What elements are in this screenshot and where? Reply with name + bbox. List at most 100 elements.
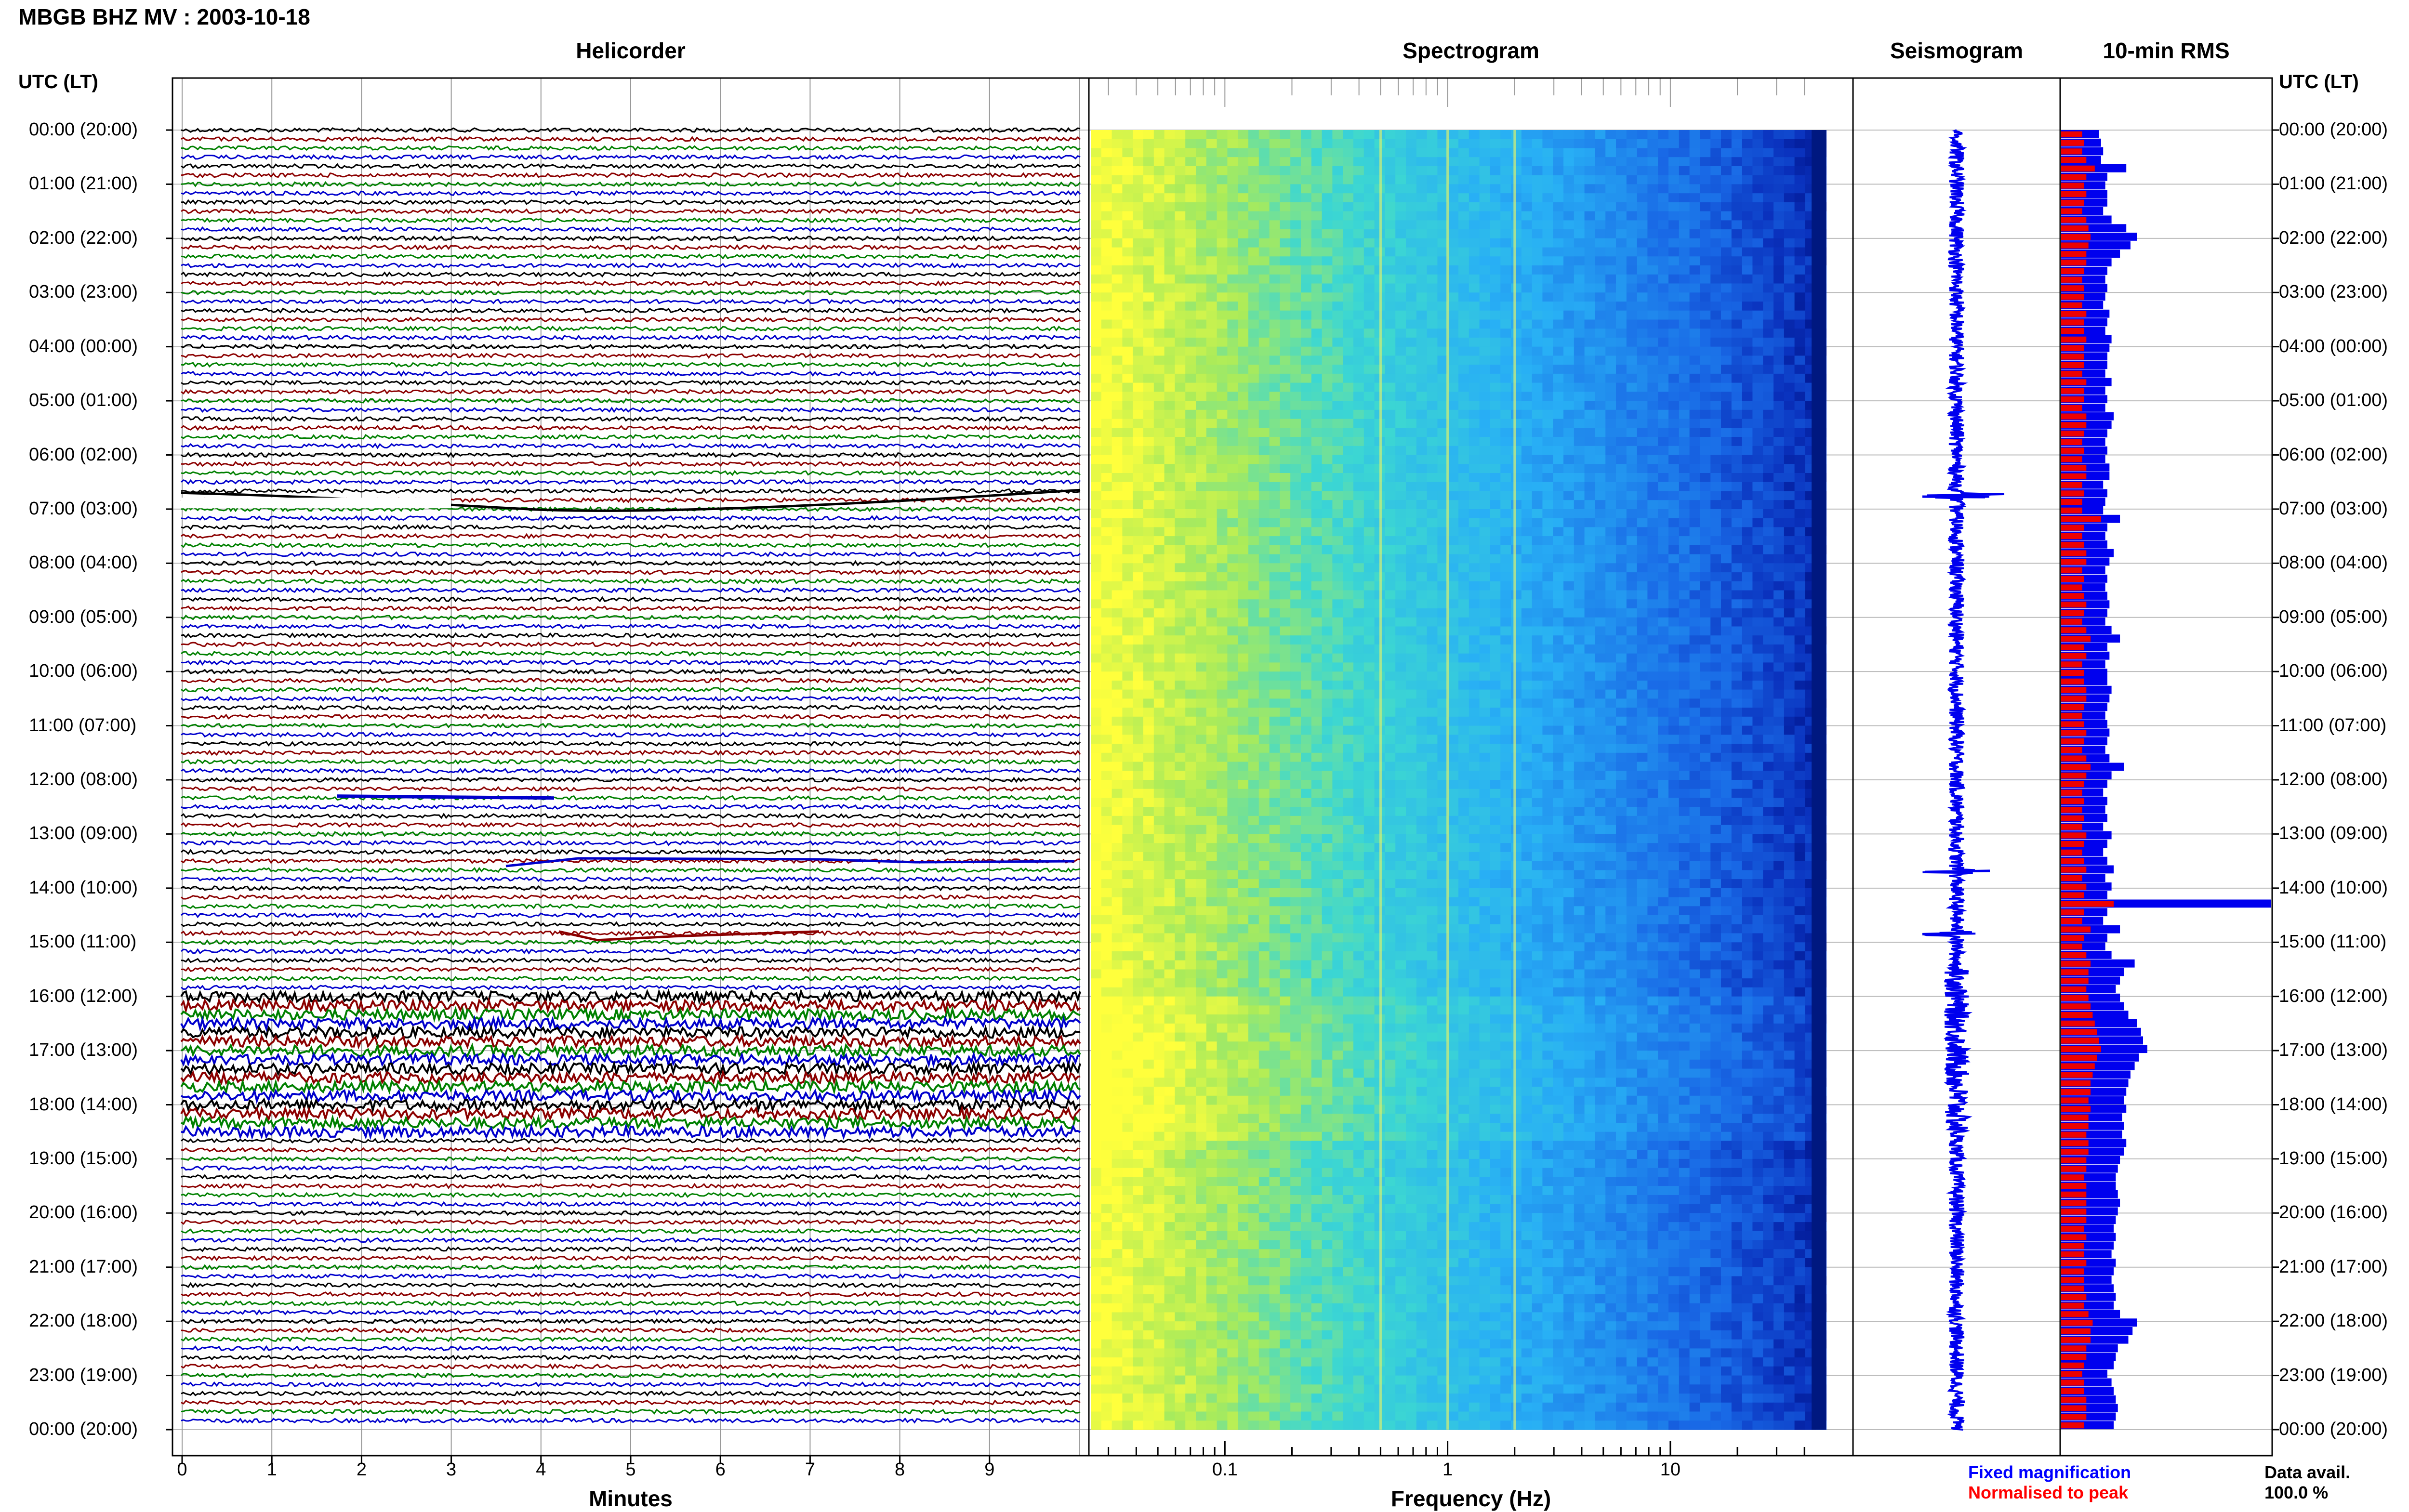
spectrogram-cell: [1416, 509, 1428, 519]
spectrogram-cell: [1185, 437, 1196, 447]
spectrogram-cell: [1500, 265, 1511, 275]
spectrogram-cell: [1679, 644, 1690, 654]
spectrogram-cell: [1185, 473, 1196, 483]
spectrogram-cell: [1448, 653, 1459, 663]
spectrogram-cell: [1280, 725, 1291, 735]
spectrogram-cell: [1794, 329, 1806, 338]
spectrogram-cell: [1143, 518, 1154, 527]
spectrogram-cell: [1563, 238, 1575, 248]
spectrogram-cell: [1248, 409, 1259, 420]
spectrogram-cell: [1626, 329, 1638, 338]
spectrogram-cell: [1227, 337, 1239, 347]
spectrogram-cell: [1532, 437, 1543, 447]
spectrogram-cell: [1479, 708, 1491, 717]
spectrogram-cell: [1511, 274, 1522, 284]
spectrogram-cell: [1385, 373, 1396, 383]
spectrogram-cell: [1353, 166, 1364, 176]
spectrogram-cell: [1406, 617, 1417, 627]
spectrogram-cell: [1700, 148, 1711, 158]
spectrogram-cell: [1584, 220, 1596, 230]
spectrogram-cell: [1133, 401, 1144, 410]
spectrogram-cell: [1112, 184, 1123, 194]
spectrogram-cell: [1332, 680, 1344, 690]
spectrogram-cell: [1752, 157, 1764, 167]
spectrogram-cell: [1122, 617, 1134, 627]
spectrogram-cell: [1448, 419, 1459, 428]
spectrogram-cell: [1280, 148, 1291, 158]
spectrogram-cell: [1521, 626, 1533, 636]
spectrogram-cell: [1217, 572, 1228, 582]
spectrogram-cell: [1395, 735, 1406, 744]
spectrogram-cell: [1227, 455, 1239, 464]
spectrogram-cell: [1343, 626, 1354, 636]
spectrogram-cell: [1290, 302, 1301, 311]
spectrogram-cell: [1500, 635, 1511, 645]
spectrogram-cell: [1742, 735, 1753, 744]
spectrogram-cell: [1490, 437, 1501, 447]
spectrogram-cell: [1395, 355, 1406, 365]
spectrogram-cell: [1574, 482, 1585, 491]
spectrogram-cell: [1406, 518, 1417, 527]
spectrogram-cell: [1679, 139, 1690, 148]
spectrogram-cell: [1784, 202, 1795, 212]
spectrogram-cell: [1206, 229, 1218, 239]
spectrogram-cell: [1343, 247, 1354, 257]
spectrogram-cell: [1721, 554, 1732, 564]
spectrogram-cell: [1458, 572, 1469, 582]
spectrogram-cell: [1185, 401, 1196, 410]
spectrogram-cell: [1258, 500, 1270, 510]
spectrogram-cell: [1258, 346, 1270, 356]
spectrogram-cell: [1710, 373, 1721, 383]
spectrogram-cell: [1311, 409, 1323, 420]
spectrogram-cell: [1290, 211, 1301, 221]
spectrogram-cell: [1637, 455, 1648, 464]
spectrogram-cell: [1437, 599, 1449, 609]
spectrogram-cell: [1479, 491, 1491, 500]
spectrogram-cell: [1658, 608, 1669, 618]
spectrogram-cell: [1091, 148, 1102, 158]
spectrogram-cell: [1185, 175, 1196, 184]
spectrogram-cell: [1437, 166, 1449, 176]
spectrogram-cell: [1416, 482, 1428, 491]
spectrogram-cell: [1427, 283, 1438, 293]
spectrogram-cell: [1448, 509, 1459, 519]
spectrogram-cell: [1689, 735, 1701, 744]
spectrogram-cell: [1122, 500, 1134, 510]
spectrogram-cell: [1175, 428, 1186, 437]
spectrogram-cell: [1490, 482, 1501, 491]
spectrogram-cell: [1563, 653, 1575, 663]
spectrogram-cell: [1490, 680, 1501, 690]
spectrogram-cell: [1616, 554, 1627, 564]
spectrogram-cell: [1584, 563, 1596, 573]
spectrogram-cell: [1710, 382, 1721, 392]
spectrogram-cell: [1301, 590, 1312, 600]
spectrogram-cell: [1164, 536, 1176, 546]
spectrogram-cell: [1133, 382, 1144, 392]
spectrogram-cell: [1458, 283, 1469, 293]
spectrogram-cell: [1595, 166, 1606, 176]
spectrogram-cell: [1763, 373, 1774, 383]
spectrogram-cell: [1227, 302, 1239, 311]
spectrogram-cell: [1490, 202, 1501, 212]
spectrogram-cell: [1196, 446, 1207, 456]
spectrogram-cell: [1689, 428, 1701, 437]
spectrogram-cell: [1574, 157, 1585, 167]
spectrogram-cell: [1301, 292, 1312, 302]
spectrogram-cell: [1332, 608, 1344, 618]
spectrogram-cell: [1458, 590, 1469, 600]
spectrogram-cell: [1395, 491, 1406, 500]
spectrogram-cell: [1164, 698, 1176, 708]
spectrogram-cell: [1616, 500, 1627, 510]
spectrogram-cell: [1175, 274, 1186, 284]
spectrogram-cell: [1343, 635, 1354, 645]
spectrogram-cell: [1406, 401, 1417, 410]
spectrogram-cell: [1542, 166, 1554, 176]
spectrogram-cell: [1574, 238, 1585, 248]
spectrogram-cell: [1742, 302, 1753, 311]
spectrogram-cell: [1185, 491, 1196, 500]
spectrogram-cell: [1752, 545, 1764, 555]
spectrogram-cell: [1133, 662, 1144, 672]
spectrogram-cell: [1301, 148, 1312, 158]
spectrogram-cell: [1700, 157, 1711, 167]
spectrogram-cell: [1248, 329, 1259, 338]
